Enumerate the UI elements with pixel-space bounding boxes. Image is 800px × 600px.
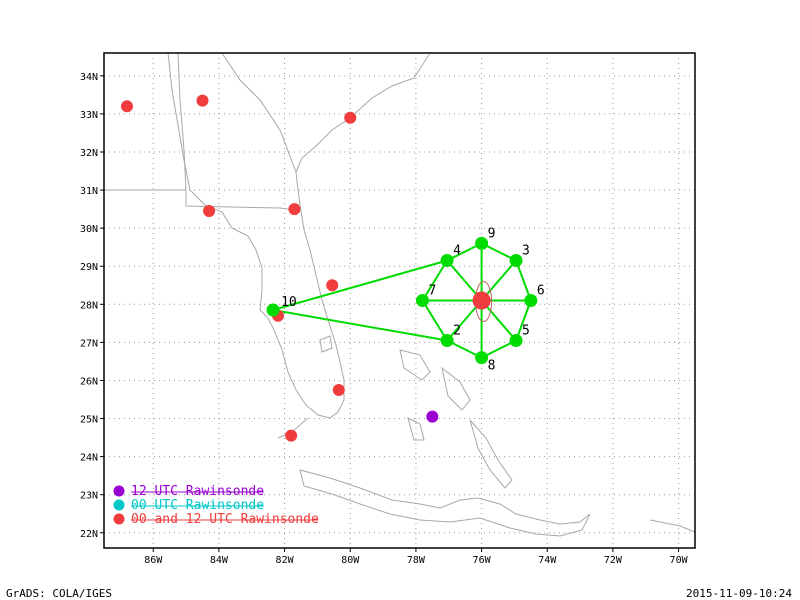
- dropsonde-label: 2: [453, 323, 461, 338]
- lake-okeechobee: [319, 335, 333, 353]
- ring-line: [421, 299, 448, 342]
- rawinsonde-00-12-marker: [332, 383, 345, 396]
- lon-tick-label: 76W: [473, 555, 492, 566]
- rawinsonde-00-12-marker: [344, 111, 357, 124]
- lon-tick-label: 70W: [670, 555, 689, 566]
- leg-line: [272, 309, 448, 342]
- dropsonde-label: 3: [522, 244, 530, 259]
- dropsonde-marker: [440, 254, 454, 268]
- legend-marker: [113, 499, 125, 511]
- lat-tick-label: 30N: [80, 224, 98, 235]
- dropsonde-marker: [266, 303, 280, 317]
- axis-ticks: 86W 84W 82W 80W 78W 76W 74W 72W 70W 22N 23N 24N 25N 2…: [80, 72, 689, 566]
- rawinsonde-00-12-marker: [203, 205, 216, 218]
- dropsonde-marker: [415, 294, 429, 307]
- lat-tick-label: 26N: [80, 376, 98, 387]
- lat-tick-label: 24N: [80, 453, 98, 464]
- florida-gulf-coast: [167, 53, 431, 419]
- dropsonde-marker: [509, 333, 523, 347]
- dropsonde-label: 8: [488, 359, 496, 374]
- ring-line: [421, 259, 448, 302]
- lat-tick-label: 33N: [80, 110, 98, 121]
- dropsonde-marker: [524, 294, 538, 307]
- bahamas-2: [441, 366, 471, 411]
- rawinsonde-00-12-marker: [326, 279, 339, 292]
- lat-tick-label: 27N: [80, 338, 98, 349]
- lat-tick-label: 31N: [80, 186, 98, 197]
- dropsonde-marker: [475, 236, 489, 250]
- sonde-links: [272, 242, 532, 359]
- cuba-coast: [299, 469, 591, 537]
- storm-center-marker: [472, 291, 491, 310]
- leg-line: [272, 259, 448, 311]
- rawinsonde-00-12-marker: [288, 203, 301, 216]
- station-markers: 2 3 4 5 6 7 8 9 10: [120, 94, 545, 442]
- lat-tick-label: 22N: [80, 529, 98, 540]
- lat-lon-grid: [104, 53, 695, 548]
- dropsonde-label: 6: [537, 284, 545, 299]
- dropsonde-label: 10: [281, 295, 297, 310]
- state-border-ga-fl: [104, 189, 295, 211]
- lon-tick-label: 72W: [604, 555, 623, 566]
- ring-line: [515, 300, 532, 341]
- dropsonde-label: 9: [488, 226, 496, 241]
- bahamas-3: [407, 417, 425, 441]
- state-border-ga-sc: [221, 53, 297, 173]
- dropsonde-marker: [440, 333, 454, 347]
- footer-left: GrADS: COLA/IGES: [6, 587, 112, 600]
- lat-tick-label: 34N: [80, 72, 98, 83]
- ring-line: [515, 260, 532, 301]
- bahamas-1: [399, 349, 431, 381]
- lon-tick-label: 86W: [144, 555, 163, 566]
- dropsonde-marker: [509, 254, 523, 268]
- dropsonde-marker: [475, 351, 489, 365]
- lat-tick-label: 28N: [80, 300, 98, 311]
- dropsonde-label: 5: [522, 323, 530, 338]
- lat-tick-label: 25N: [80, 415, 98, 426]
- lon-tick-label: 78W: [407, 555, 426, 566]
- rawinsonde-12-marker: [426, 410, 439, 423]
- lat-tick-label: 29N: [80, 262, 98, 273]
- dropsonde-label: 4: [453, 244, 461, 259]
- legend-marker: [113, 513, 125, 525]
- legend-marker: [113, 485, 125, 497]
- lon-tick-label: 82W: [276, 555, 295, 566]
- bahamas-4: [469, 419, 513, 489]
- rawinsonde-00-12-marker: [120, 100, 133, 113]
- hispaniola-edge: [649, 519, 695, 533]
- state-border-al-fl: [177, 53, 187, 191]
- coastline-layer: [104, 53, 695, 537]
- lon-tick-label: 80W: [341, 555, 360, 566]
- lat-tick-label: 32N: [80, 148, 98, 159]
- lon-tick-label: 74W: [538, 555, 557, 566]
- map-frame: [103, 52, 696, 549]
- dropsonde-label: 7: [428, 284, 436, 299]
- lon-tick-label: 84W: [210, 555, 229, 566]
- lat-tick-label: 23N: [80, 491, 98, 502]
- footer-right: 2015-11-09-10:24: [686, 587, 792, 600]
- rawinsonde-00-12-marker: [196, 94, 209, 107]
- rawinsonde-00-12-marker: [285, 429, 298, 442]
